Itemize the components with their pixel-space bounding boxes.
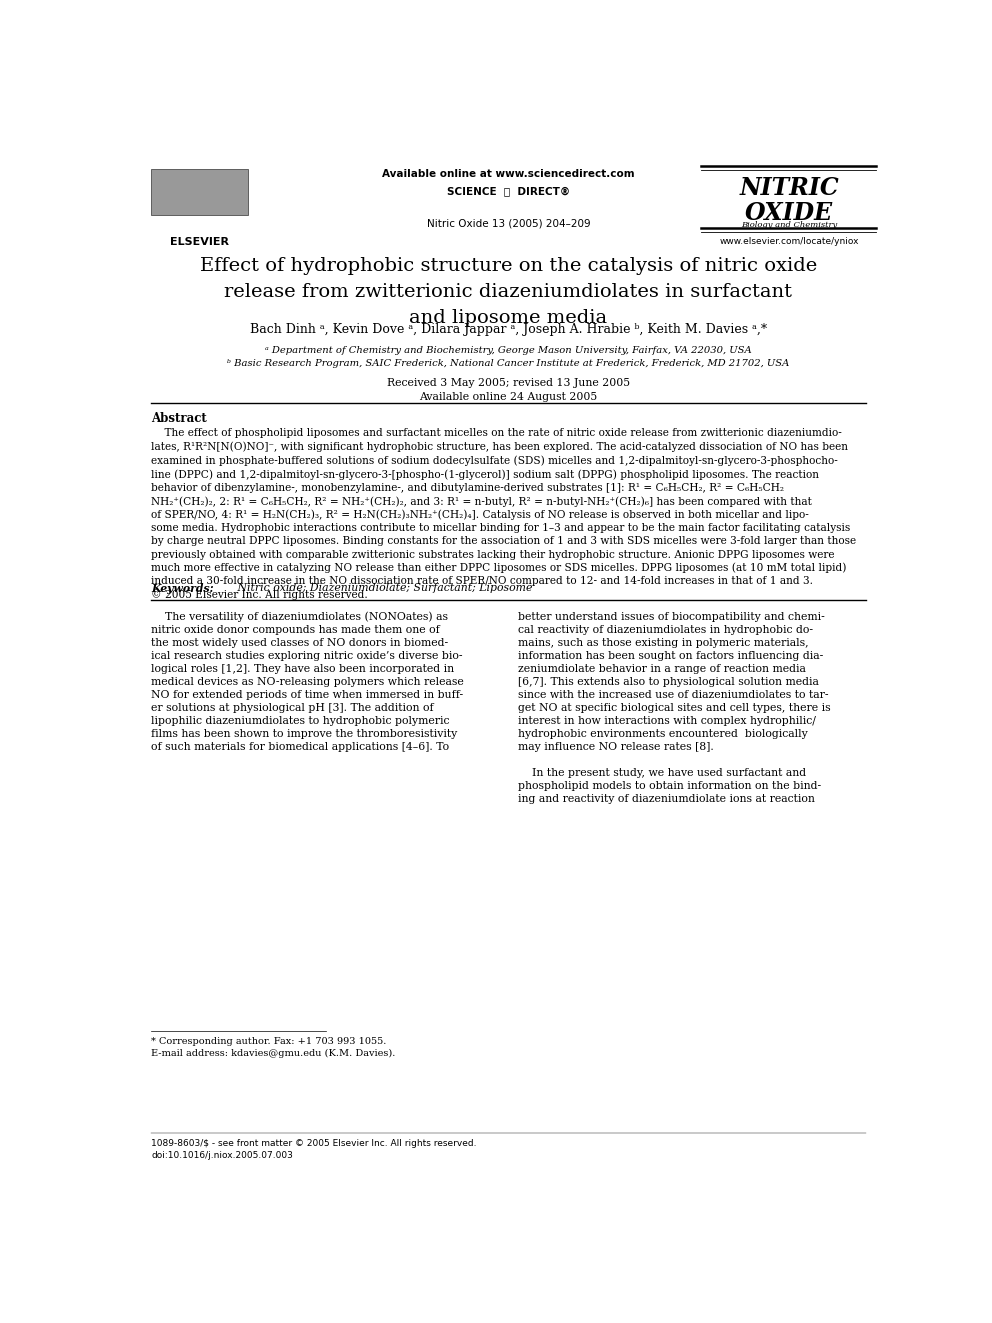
Text: Abstract: Abstract bbox=[151, 411, 207, 425]
Text: better understand issues of biocompatibility and chemi-
cal reactivity of diazen: better understand issues of biocompatibi… bbox=[518, 611, 830, 804]
Text: Available online at www.sciencedirect.com: Available online at www.sciencedirect.co… bbox=[382, 169, 635, 179]
Text: The versatility of diazeniumdiolates (NONOates) as
nitric oxide donor compounds : The versatility of diazeniumdiolates (NO… bbox=[151, 611, 464, 753]
Text: E-mail address: kdavies@gmu.edu (K.M. Davies).: E-mail address: kdavies@gmu.edu (K.M. Da… bbox=[151, 1049, 396, 1058]
Text: Effect of hydrophobic structure on the catalysis of nitric oxide
release from zw: Effect of hydrophobic structure on the c… bbox=[199, 257, 817, 327]
Text: 1089-8603/$ - see front matter © 2005 Elsevier Inc. All rights reserved.: 1089-8603/$ - see front matter © 2005 El… bbox=[151, 1139, 476, 1148]
Text: Received 3 May 2005; revised 13 June 2005
Available online 24 August 2005: Received 3 May 2005; revised 13 June 200… bbox=[387, 378, 630, 402]
Text: The effect of phospholipid liposomes and surfactant micelles on the rate of nitr: The effect of phospholipid liposomes and… bbox=[151, 429, 856, 601]
Text: Nitric oxide; Diazeniumdiolate; Surfactant; Liposome: Nitric oxide; Diazeniumdiolate; Surfacta… bbox=[234, 583, 533, 593]
Text: SCIENCE  ⓓ  DIRECT®: SCIENCE ⓓ DIRECT® bbox=[446, 185, 570, 196]
Text: doi:10.1016/j.niox.2005.07.003: doi:10.1016/j.niox.2005.07.003 bbox=[151, 1151, 293, 1159]
Text: NITRIC: NITRIC bbox=[739, 176, 839, 201]
Bar bbox=[151, 169, 248, 214]
Text: Bach Dinh ᵃ, Kevin Dove ᵃ, Dilara Jappar ᵃ, Joseph A. Hrabie ᵇ, Keith M. Davies : Bach Dinh ᵃ, Kevin Dove ᵃ, Dilara Jappar… bbox=[250, 323, 767, 336]
Text: ᵇ Basic Research Program, SAIC Frederick, National Cancer Institute at Frederick: ᵇ Basic Research Program, SAIC Frederick… bbox=[227, 359, 790, 368]
Text: ᵃ Department of Chemistry and Biochemistry, George Mason University, Fairfax, VA: ᵃ Department of Chemistry and Biochemist… bbox=[265, 345, 752, 355]
Text: www.elsevier.com/locate/yniox: www.elsevier.com/locate/yniox bbox=[719, 237, 859, 246]
Text: ELSEVIER: ELSEVIER bbox=[170, 237, 229, 246]
Text: OXIDE: OXIDE bbox=[745, 201, 833, 225]
Text: * Corresponding author. Fax: +1 703 993 1055.: * Corresponding author. Fax: +1 703 993 … bbox=[151, 1036, 387, 1045]
Text: Biology and Chemistry: Biology and Chemistry bbox=[741, 221, 837, 229]
Text: Keywords:: Keywords: bbox=[151, 583, 213, 594]
Text: Nitric Oxide 13 (2005) 204–209: Nitric Oxide 13 (2005) 204–209 bbox=[427, 218, 590, 229]
